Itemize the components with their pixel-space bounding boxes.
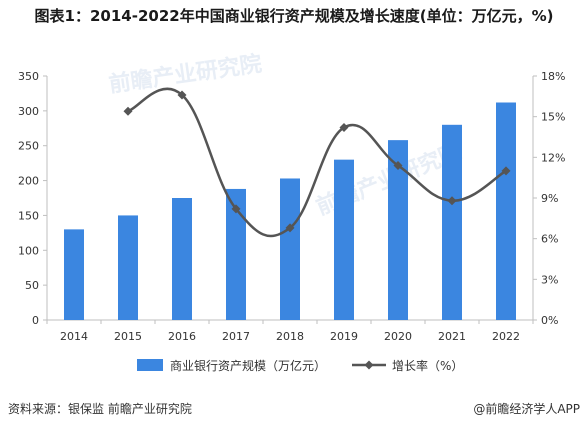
line-point: [501, 166, 511, 176]
bar: [118, 215, 138, 320]
x-tick-label: 2019: [330, 330, 358, 343]
y-left-tick-label: 250: [18, 140, 39, 153]
line-point: [339, 123, 349, 133]
y-left-tick-label: 50: [25, 279, 39, 292]
growth-rate-line: [127, 87, 507, 238]
y-right-tick-label: 3%: [541, 273, 558, 286]
x-tick-label: 2021: [438, 330, 466, 343]
bar: [172, 198, 192, 320]
y-left-tick-label: 200: [18, 175, 39, 188]
bar: [442, 124, 462, 320]
y-right-tick-label: 15%: [541, 111, 565, 124]
y-right-tick-label: 9%: [541, 192, 558, 205]
legend-bar-swatch: [137, 359, 163, 371]
x-tick-label: 2018: [276, 330, 304, 343]
x-tick-label: 2020: [384, 330, 412, 343]
line-point: [447, 196, 457, 206]
bar: [496, 102, 516, 321]
legend-bar-label: 商业银行资产规模（万亿元）: [170, 358, 326, 373]
y-right-tick-label: 12%: [541, 151, 565, 164]
x-tick-label: 2016: [168, 330, 196, 343]
x-tick-label: 2017: [222, 330, 250, 343]
chart-axes: 0 50 100 150 200 250 300 350 0% 3% 6% 9% 12% 15% 18% 20…: [18, 70, 565, 343]
line-point: [285, 223, 295, 233]
line-point: [231, 204, 241, 214]
y-left-tick-label: 150: [18, 209, 39, 222]
source-note: 资料来源：银保监 前瞻产业研究院: [8, 402, 192, 416]
bar: [334, 159, 354, 320]
line-series: [123, 87, 511, 238]
y-left-tick-label: 350: [18, 70, 39, 83]
x-tick-label: 2015: [114, 330, 142, 343]
line-point: [393, 160, 403, 170]
y-right-tick-label: 18%: [541, 70, 565, 83]
bar: [280, 178, 300, 320]
line-point: [177, 90, 187, 100]
line-point: [123, 106, 133, 116]
y-right-tick-label: 0%: [541, 314, 558, 327]
bar: [226, 188, 246, 320]
y-right-tick-label: 6%: [541, 233, 558, 246]
x-tick-label: 2014: [60, 330, 88, 343]
y-left-tick-label: 0: [32, 314, 39, 327]
y-left-tick-label: 300: [18, 105, 39, 118]
chart-legend: 商业银行资产规模（万亿元） 增长率（%）: [137, 358, 463, 373]
legend-line-label: 增长率（%）: [392, 358, 463, 373]
legend-line-marker: [364, 360, 374, 370]
x-tick-label: 2022: [492, 330, 520, 343]
y-left-tick-label: 100: [18, 244, 39, 257]
bar: [64, 229, 84, 320]
watermark-text: 前瞻产业研究院: [107, 51, 263, 98]
brand-note: @前瞻经济学人APP: [473, 402, 580, 416]
chart-title: 图表1：2014-2022年中国商业银行资产规模及增长速度(单位：万亿元，%): [34, 7, 554, 25]
bar-series: [64, 102, 516, 321]
bar: [388, 140, 408, 320]
